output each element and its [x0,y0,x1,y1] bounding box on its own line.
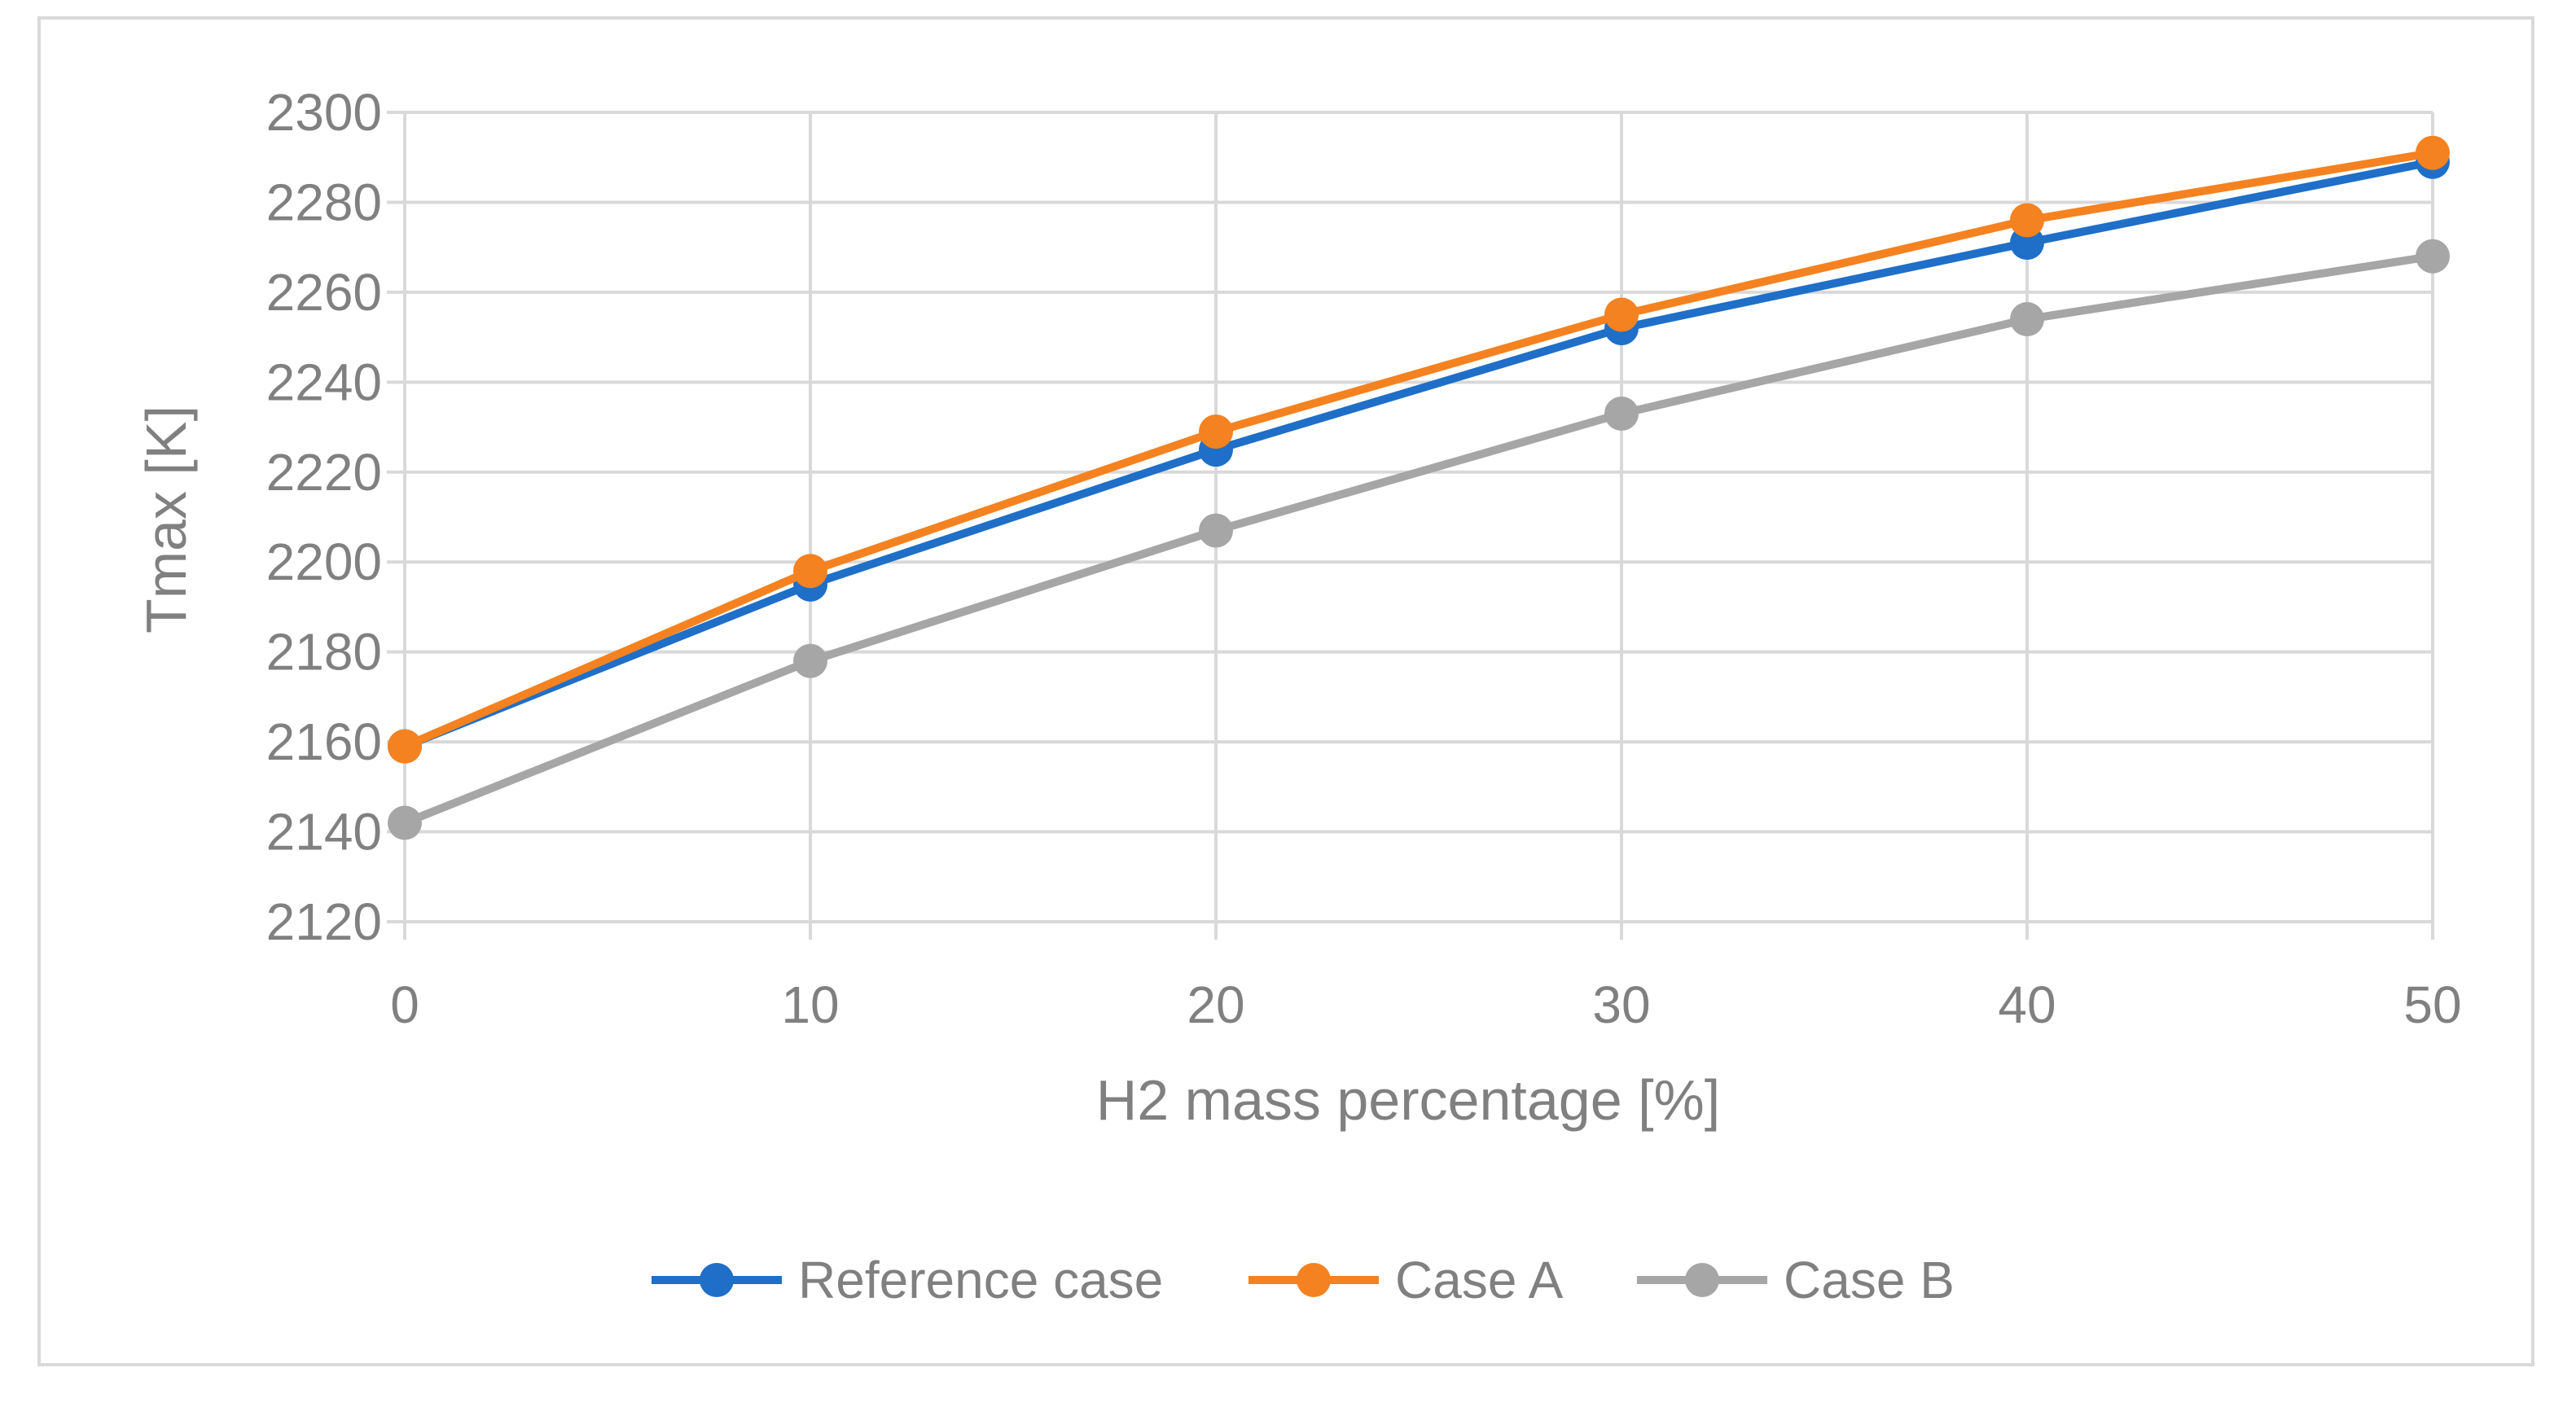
x-tick-label: 30 [1592,975,1650,1034]
legend-marker-case-a [1297,1263,1331,1297]
x-tick-label: 10 [781,975,839,1034]
series-line-case-b [401,252,2437,827]
legend-marker-case-b [1685,1263,1719,1297]
series-line-reference-case [401,157,2437,751]
y-tick-label: 2300 [266,83,382,142]
x-tick-label: 0 [390,975,419,1034]
chart-frame [37,16,2534,1366]
x-axis-ticks: 0 10 20 30 40 50 [390,975,2461,1034]
data-point-case-b [388,805,422,840]
series-reference-case [388,144,2450,764]
y-tick-label: 2200 [266,533,382,591]
x-tick-label: 20 [1187,975,1244,1034]
data-point-case-a [2416,135,2450,170]
x-axis-title: H2 mass percentage [%] [1096,1068,1720,1132]
data-point-case-a [388,729,422,764]
y-tick-label: 2240 [266,353,382,411]
series-line-case-a [401,148,2437,751]
data-point-case-b [1604,396,1639,431]
data-point-case-a [2010,203,2044,238]
grid [387,111,2434,940]
legend-item-reference-case: Reference case [652,1251,1163,1309]
series-group [388,135,2450,840]
legend-item-case-a: Case A [1249,1251,1564,1309]
y-axis-ticks: 2120 2140 2160 2180 2200 2220 2240 2260 2280 2300 [266,83,382,951]
y-axis-title: Tmax [K] [134,406,198,633]
legend-label-case-a: Case A [1395,1251,1564,1309]
y-tick-label: 2220 [266,443,382,502]
y-tick-label: 2180 [266,623,382,682]
y-tick-label: 2120 [266,892,382,951]
legend-label-case-b: Case B [1784,1251,1955,1309]
legend-marker-reference-case [700,1263,734,1297]
data-point-case-b [2416,239,2450,274]
y-tick-label: 2280 [266,173,382,231]
legend-label-reference-case: Reference case [798,1251,1163,1309]
legend-item-case-b: Case B [1637,1251,1955,1309]
data-point-case-a [1604,297,1639,332]
data-point-case-b [1199,513,1233,548]
series-case-a [388,135,2450,764]
x-tick-label: 40 [1998,975,2056,1034]
series-case-b [388,239,2450,840]
x-tick-label: 50 [2403,975,2461,1034]
y-tick-label: 2140 [266,803,382,861]
data-point-case-b [2010,302,2044,337]
data-point-case-a [1199,414,1233,449]
data-point-case-b [793,643,827,678]
y-tick-label: 2260 [266,263,382,322]
data-point-case-a [793,554,827,589]
legend: Reference case Case A Case B [652,1251,1955,1309]
y-tick-label: 2160 [266,712,382,771]
